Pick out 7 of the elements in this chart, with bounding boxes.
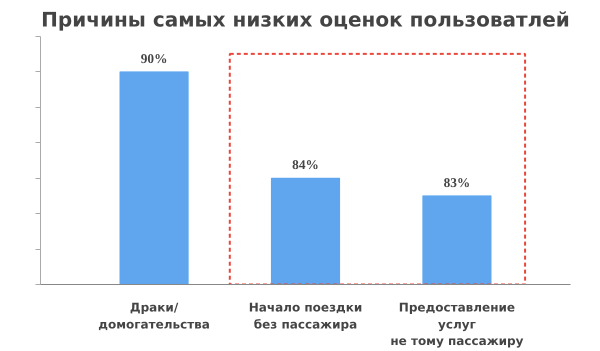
- x-tick-label: Предоставление услуг не тому пассажиру: [390, 300, 524, 348]
- data-label: 83%: [444, 174, 470, 190]
- data-label: 90%: [140, 50, 168, 66]
- x-tick-label: Драки/ домогательства: [98, 300, 210, 332]
- x-tick-label: Начало поездки без пассажира: [248, 300, 362, 332]
- chart-title: Причины самых низких оценок пользоватлей: [41, 8, 570, 32]
- data-label: 84%: [292, 157, 319, 172]
